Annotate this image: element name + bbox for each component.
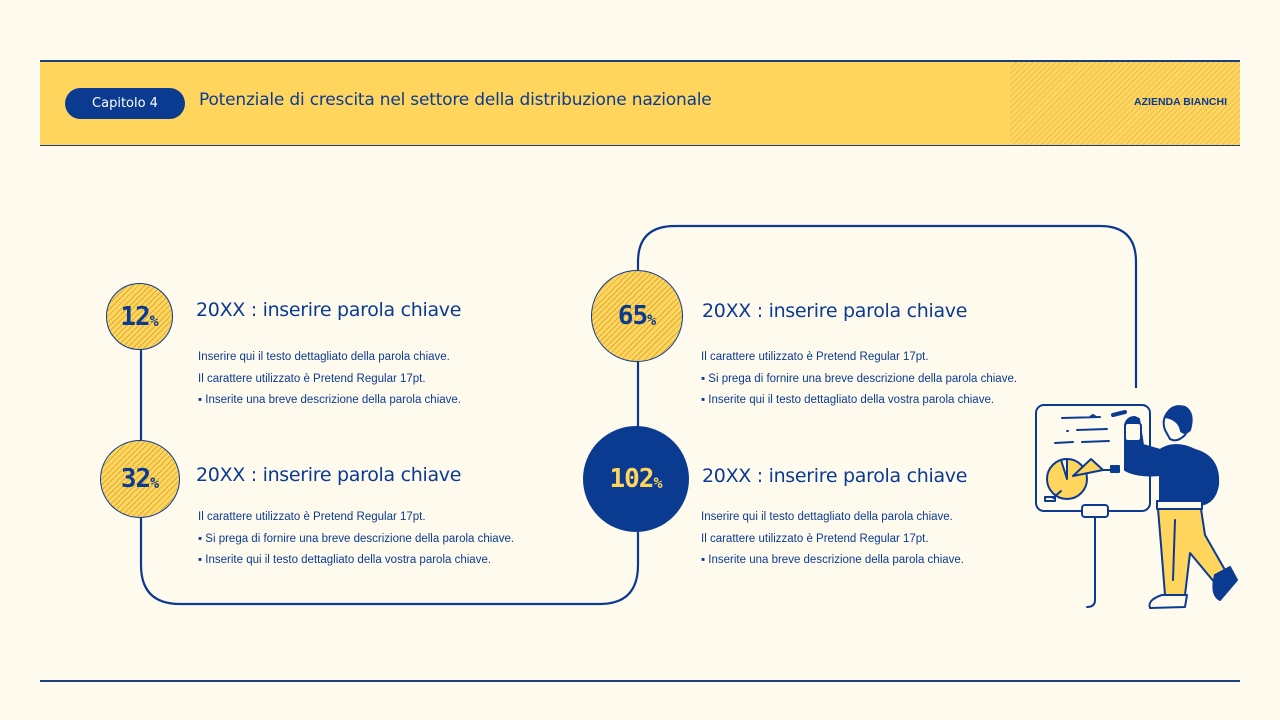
percent-unit: % [653,474,663,492]
percent-circle-32: 32% [100,440,180,518]
percent-value: 102 [609,464,655,494]
description-line: Inserire qui il testo dettagliato della … [701,511,953,523]
percent-value: 12 [120,301,150,332]
item-description: Il carattere utilizzato è Pretend Regula… [701,347,1017,412]
item-title: 20XX : inserire parola chiave [196,299,462,321]
percent-unit: % [647,311,657,329]
description-bullet: Inserite una breve descrizione della par… [198,390,461,412]
percent-circle-102: 102% [583,426,689,532]
percent-value: 65 [617,301,648,331]
header-banner: Capitolo 4 Potenziale di crescita nel se… [40,60,1240,146]
description-line: Il carattere utilizzato è Pretend Regula… [701,351,929,363]
page-title: Potenziale di crescita nel settore della… [199,90,712,110]
item-title: 20XX : inserire parola chiave [196,464,462,486]
presenter-at-whiteboard-icon [1035,404,1238,609]
item-description: Inserire qui il testo dettagliato della … [701,507,964,572]
chapter-badge: Capitolo 4 [65,88,185,119]
description-line: Il carattere utilizzato è Pretend Regula… [198,372,426,385]
percent-unit: % [150,474,160,492]
description-bullet: Inserite qui il testo dettagliato della … [701,390,1017,412]
description-line: Il carattere utilizzato è Pretend Regula… [198,511,426,523]
description-bullet: Inserite qui il testo dettagliato della … [198,550,514,572]
percent-value: 32 [120,464,151,494]
description-bullet: Inserite una breve descrizione della par… [701,550,964,572]
item-title: 20XX : inserire parola chiave [702,465,968,487]
bottom-rule [40,680,1240,682]
description-bullet: Si prega di fornire una breve descrizion… [701,369,1017,391]
item-title: 20XX : inserire parola chiave [702,300,968,322]
percent-circle-12: 12% [106,283,173,350]
item-description: Inserire qui il testo dettagliato della … [198,347,461,412]
description-line: Inserire qui il testo dettagliato della … [198,351,450,363]
description-bullet: Si prega di fornire una breve descrizion… [198,529,514,551]
description-line: Il carattere utilizzato è Pretend Regula… [701,532,929,545]
company-name: AZIENDA BIANCHI [1134,96,1227,108]
percent-unit: % [149,311,159,330]
percent-circle-65: 65% [591,270,683,362]
header-stripe-pattern [1010,62,1240,145]
item-description: Il carattere utilizzato è Pretend Regula… [198,507,514,572]
